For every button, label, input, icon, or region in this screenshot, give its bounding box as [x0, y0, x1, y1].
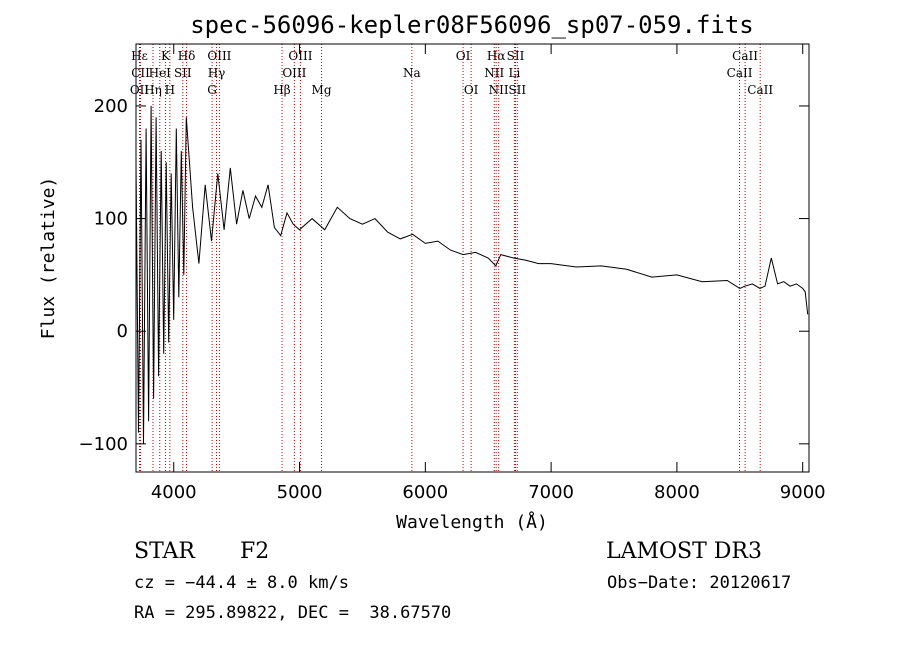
line-marker-label: OI — [464, 83, 479, 97]
x-axis-label: Wavelength (Å) — [396, 511, 548, 533]
line-marker-label: OII — [130, 83, 150, 97]
object-class: STAR — [134, 539, 195, 564]
line-marker-label: NII — [484, 66, 504, 80]
line-marker-label: CaII — [732, 49, 758, 63]
line-marker-label: HeI — [149, 66, 172, 80]
x-tick-label: 9000 — [780, 482, 826, 503]
x-tick-label: 6000 — [402, 482, 448, 503]
line-marker-label: CII — [131, 66, 150, 80]
obs-date: Obs−Date: 20120617 — [607, 573, 792, 593]
line-marker-label: CaII — [747, 83, 773, 97]
y-tick-label: 100 — [94, 209, 128, 230]
line-marker-label: Hγ — [208, 66, 226, 80]
x-tick-label: 5000 — [277, 482, 323, 503]
coordinates: RA = 295.89822, DEC = 38.67570 — [134, 603, 452, 623]
object-subclass: F2 — [240, 539, 270, 564]
line-marker-label: SII — [507, 49, 525, 63]
plot-frame — [135, 43, 810, 473]
line-markers: HεCIIOIIHηKHHeISIIHδOIIIHγGHβOIIIOIIIMgN… — [130, 44, 773, 472]
y-axis-ticks: −100 0 100 200 — [79, 96, 809, 455]
line-marker-label: SII — [508, 83, 526, 97]
y-tick-label: 0 — [117, 321, 128, 342]
x-tick-label: 8000 — [654, 482, 700, 503]
line-marker-label: Hβ — [273, 83, 290, 97]
line-marker-label: OIII — [207, 49, 231, 63]
line-marker-label: OI — [456, 49, 471, 63]
redshift-cz: cz = −44.4 ± 8.0 km/s — [134, 573, 349, 593]
spectrum-line — [135, 105, 809, 444]
x-axis-ticks: 4000 5000 6000 7000 8000 9000 — [151, 44, 826, 503]
x-tick-label: 4000 — [151, 482, 197, 503]
line-marker-label: K — [161, 49, 171, 63]
spectrum-series — [135, 105, 809, 444]
line-marker-label: OIII — [288, 49, 312, 63]
line-marker-label: Hη — [144, 83, 162, 97]
line-marker-label: Hα — [487, 49, 506, 63]
line-marker-label: CaII — [727, 66, 753, 80]
line-marker-label: Mg — [312, 83, 332, 97]
survey-name: LAMOST DR3 — [606, 539, 762, 564]
line-marker-label: Li — [508, 66, 520, 80]
x-tick-label: 7000 — [528, 482, 574, 503]
line-marker-label: NII — [489, 83, 509, 97]
line-marker-label: SII — [174, 66, 192, 80]
line-marker-label: G — [207, 83, 217, 97]
line-marker-label: Na — [403, 66, 421, 80]
line-marker-label: H — [165, 83, 175, 97]
y-tick-label: 200 — [94, 96, 128, 117]
y-axis-label: Flux (relative) — [38, 177, 59, 340]
line-marker-label: Hδ — [178, 49, 196, 63]
y-tick-label: −100 — [79, 434, 128, 455]
line-marker-label: OIII — [282, 66, 306, 80]
chart-title: spec-56096-kepler08F56096_sp07-059.fits — [190, 11, 754, 39]
